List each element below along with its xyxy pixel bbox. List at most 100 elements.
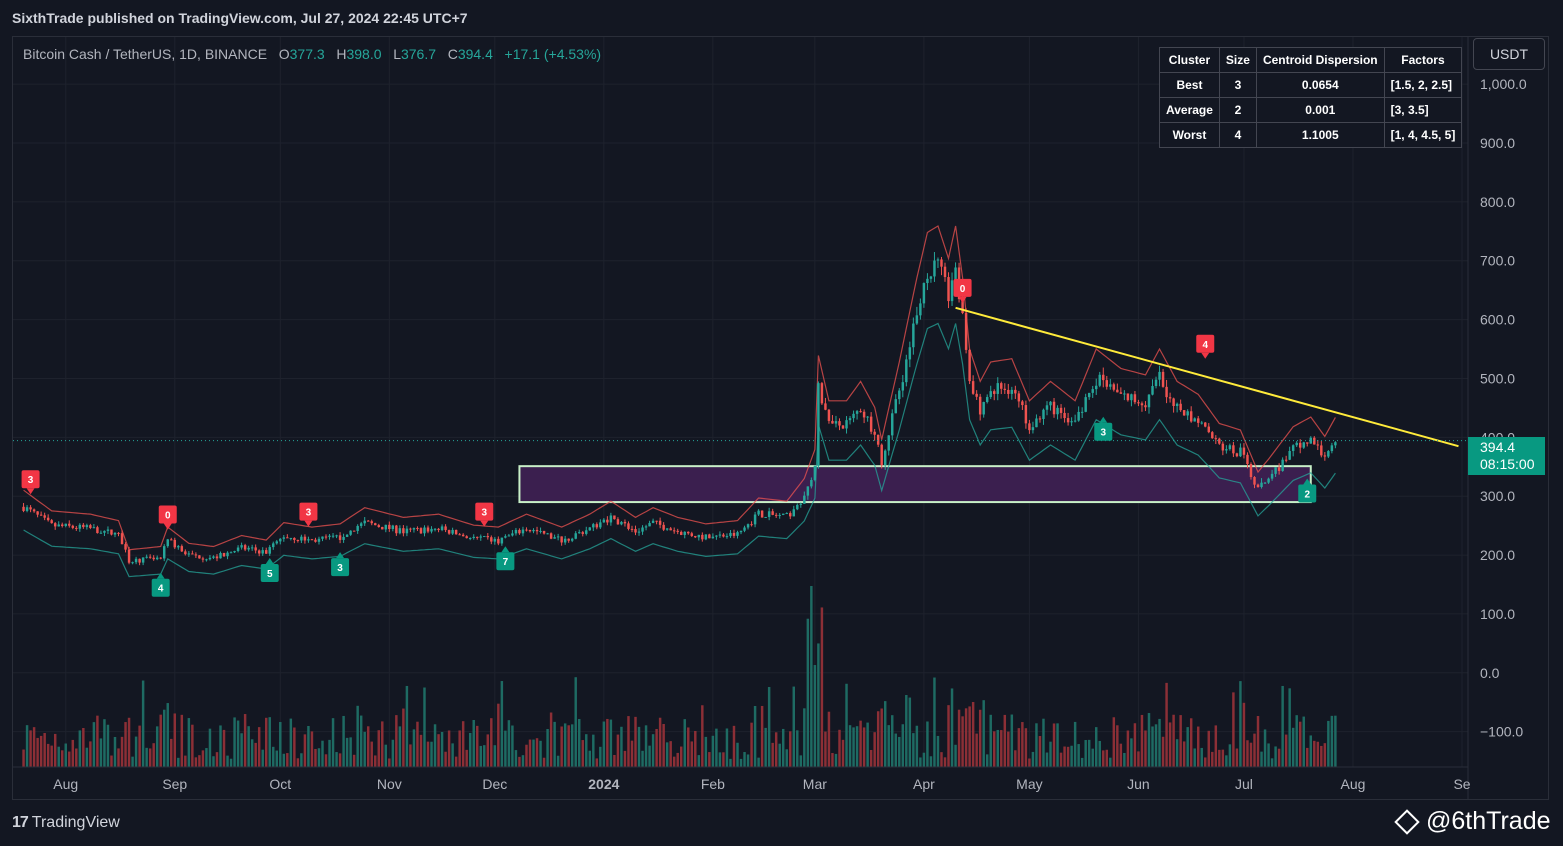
cluster-row-average: Average 2 0.001 [3, 3.5]: [1159, 97, 1463, 123]
candle-body: [1052, 401, 1056, 415]
volume-bar: [785, 749, 788, 767]
candle-body: [1277, 467, 1281, 471]
candle-body: [198, 555, 201, 559]
volume-bar: [792, 686, 796, 767]
candle-body: [1087, 392, 1091, 398]
volume-bar: [922, 752, 926, 767]
volume-bar: [1119, 743, 1123, 767]
volume-bar: [585, 734, 588, 767]
candle-body: [335, 535, 338, 537]
volume-bar: [1235, 748, 1239, 767]
candle-body: [852, 413, 855, 419]
volume-bar: [1052, 723, 1056, 767]
candle-body: [493, 538, 497, 542]
volume-bar: [993, 731, 996, 767]
candle-body: [841, 425, 845, 429]
volume-bar: [1270, 758, 1274, 767]
candle-body: [1242, 447, 1246, 455]
candle-body: [1182, 410, 1186, 416]
volume-bar: [377, 730, 380, 767]
volume-bar: [1281, 685, 1284, 767]
signal-label-pointer: [958, 296, 967, 303]
volume-bar: [1242, 702, 1246, 767]
candle-body: [454, 529, 458, 535]
candle-body: [662, 524, 665, 530]
volume-bar: [880, 708, 883, 767]
candle-body: [943, 266, 947, 278]
volume-bar: [518, 756, 521, 767]
volume-bar: [1204, 757, 1207, 767]
volume-bar: [131, 756, 134, 767]
volume-bar: [419, 734, 423, 767]
cluster-size: 3: [1218, 72, 1257, 98]
candle-body: [1105, 380, 1109, 387]
candle-body: [286, 537, 289, 539]
candle-body: [1031, 427, 1035, 431]
candle-body: [750, 524, 753, 526]
candle-body: [426, 527, 430, 532]
candle-body: [117, 532, 120, 534]
candle-body: [177, 546, 180, 548]
volume-bar: [1172, 714, 1175, 767]
candle-body: [961, 299, 964, 314]
candle-body: [1010, 389, 1014, 394]
y-tick-label: 900.0: [1480, 135, 1515, 151]
volume-bar: [461, 721, 465, 767]
volume-bar: [1080, 757, 1084, 767]
candle-body: [771, 511, 774, 515]
candle-body: [817, 383, 820, 466]
volume-bar: [1038, 736, 1042, 767]
candle-body: [75, 527, 78, 529]
volume-bar: [1007, 731, 1010, 767]
candle-body: [715, 535, 718, 537]
volume-bar: [465, 749, 468, 767]
volume-bar: [391, 739, 395, 767]
volume-bar: [310, 731, 314, 767]
candle-body: [173, 539, 177, 548]
candle-body: [1260, 482, 1263, 487]
candle-body: [578, 532, 581, 534]
volume-bar: [152, 743, 155, 767]
symbol-name[interactable]: Bitcoin Cash / TetherUS, 1D, BINANCE: [23, 46, 268, 62]
volume-bar: [943, 757, 947, 767]
candle-body: [556, 536, 560, 538]
volume-bar: [440, 731, 444, 767]
volume-bar: [950, 688, 954, 767]
x-tick-label: Mar: [803, 776, 827, 792]
signal-label-box: [1298, 484, 1317, 503]
candle-body: [490, 537, 493, 542]
candle-body: [99, 532, 103, 534]
volume-bar: [1193, 748, 1196, 767]
currency-button[interactable]: USDT: [1473, 38, 1545, 70]
volume-bar: [75, 748, 78, 767]
volume-bar: [222, 729, 226, 767]
volume-bar: [250, 739, 254, 767]
candle-body: [1221, 443, 1225, 451]
volume-bar: [124, 722, 127, 767]
volume-bar: [1133, 723, 1137, 767]
candle-body: [250, 547, 254, 549]
signal-label-box: [1196, 334, 1215, 353]
candle-body: [215, 556, 219, 559]
volume-bar: [134, 736, 138, 767]
tradingview-logo[interactable]: 17 TradingView: [12, 814, 120, 832]
candle-body: [300, 536, 303, 541]
volume-bar: [409, 744, 412, 767]
y-tick-label: 100.0: [1480, 606, 1515, 622]
volume-bar: [1309, 735, 1313, 767]
volume-bar: [1024, 728, 1028, 767]
candle-body: [110, 529, 113, 535]
candle-body: [296, 539, 300, 541]
volume-bar: [1221, 749, 1225, 767]
x-tick-label: Aug: [53, 776, 78, 792]
candle-body: [753, 514, 757, 525]
cluster-table: Cluster Size Centroid Dispersion Factors…: [1159, 47, 1463, 148]
volume-bar: [254, 742, 257, 767]
volume-bar: [194, 757, 198, 767]
candle-body: [651, 520, 655, 524]
volume-bar: [926, 721, 929, 767]
volume-bar: [739, 758, 743, 767]
candle-body: [363, 520, 366, 524]
candle-body: [1316, 444, 1320, 446]
